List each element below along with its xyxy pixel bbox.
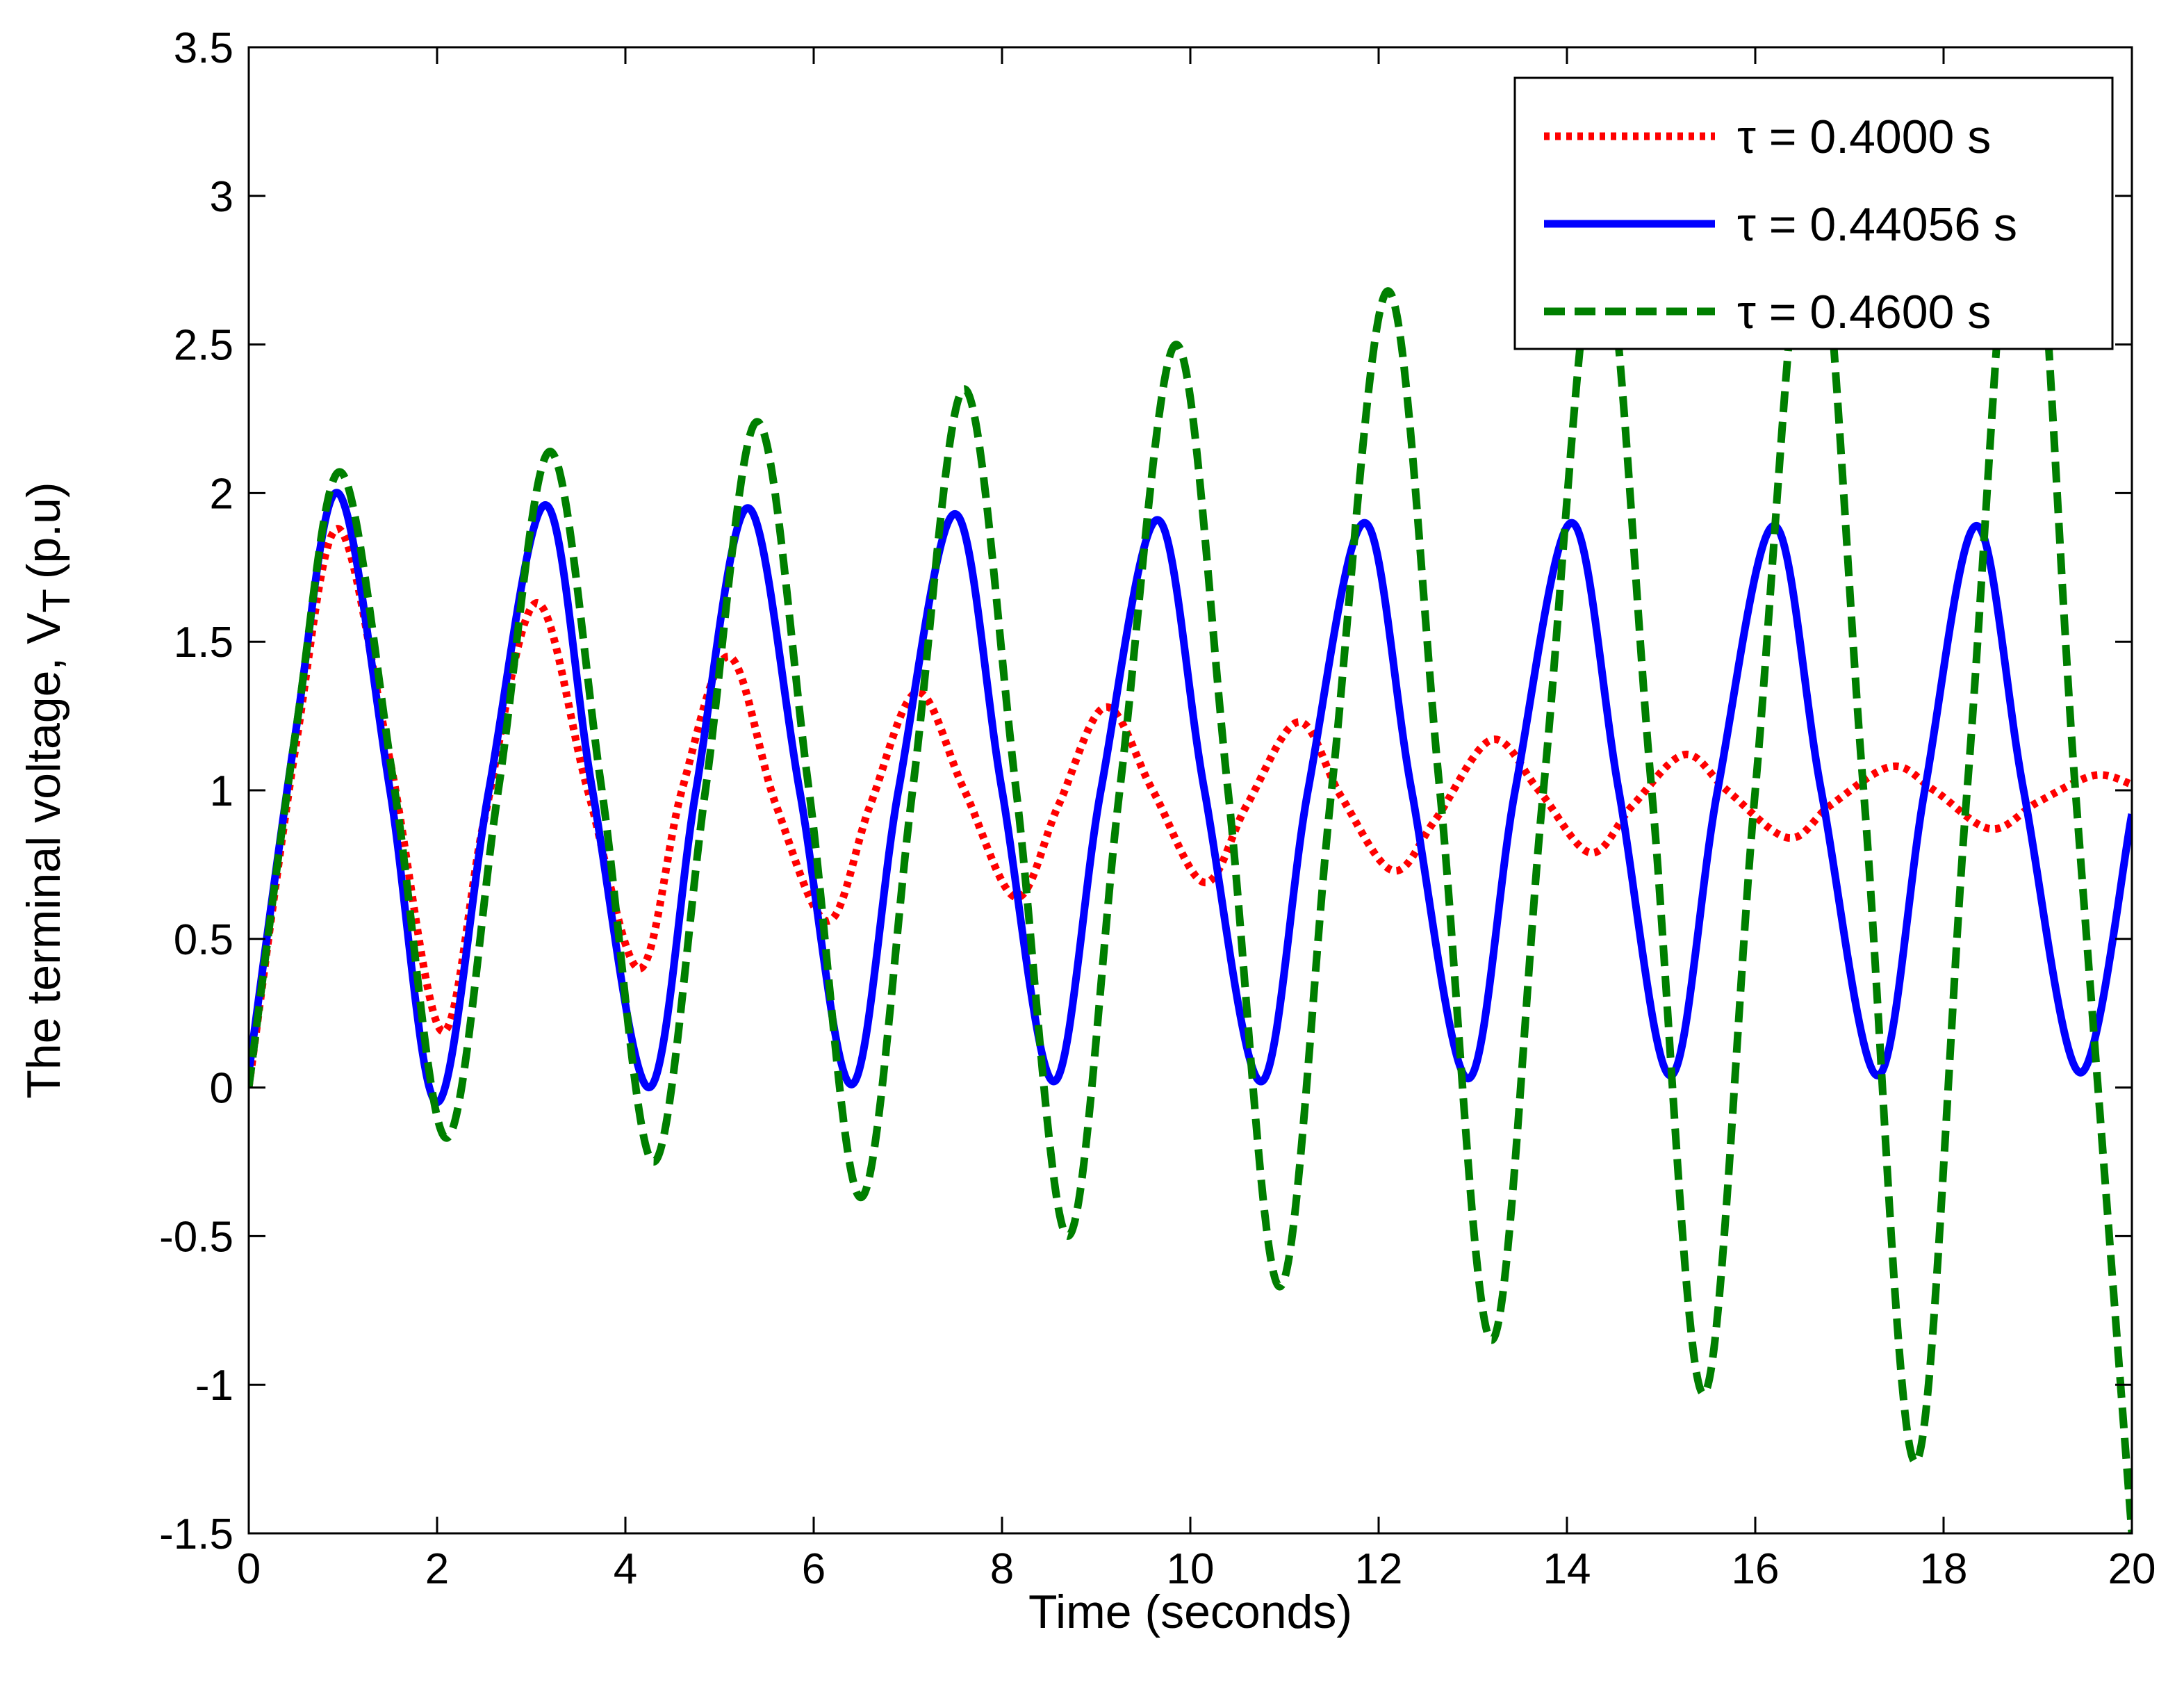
y-tick-label: 1 [210,767,233,815]
legend-box [1513,76,2114,350]
x-tick-label: 12 [1355,1545,1403,1593]
series-line-1 [249,525,2132,1088]
legend-label-1: τ = 0.4000 s [1737,111,1991,163]
series-line-2 [249,489,2132,1107]
x-tick-label: 20 [2108,1545,2156,1593]
y-tick-label: -0.5 [159,1213,233,1261]
y-tick-label: 0.5 [174,916,233,964]
x-axis-title: Time (seconds) [1028,1585,1352,1638]
y-tick-label: 2.5 [174,322,233,370]
x-tick-label: 4 [614,1545,637,1593]
x-tick-label: 8 [990,1545,1014,1593]
y-axis-title-main: The terminal voltage, V [17,612,70,1099]
legend-entries: τ = 0.4000 s τ = 0.44056 s τ = 0.4600 s [1544,111,2017,339]
y-tick-label: 3.5 [174,24,233,72]
y-tick-label: 1.5 [174,619,233,667]
y-tick-label: 0 [210,1065,233,1113]
x-tick-label: 18 [1920,1545,1968,1593]
y-axis-title-subscript: T [34,589,78,612]
x-tick-label: 0 [237,1545,261,1593]
y-tick-label: 2 [210,470,233,518]
x-tick-label: 16 [1732,1545,1780,1593]
series-line-3 [249,103,2132,1533]
legend: τ = 0.4000 s τ = 0.44056 s τ = 0.4600 s [1513,76,2114,350]
legend-label-3: τ = 0.4600 s [1737,286,1991,339]
x-tick-label: 14 [1543,1545,1591,1593]
y-tick-label: -1 [195,1362,233,1410]
series-layer [249,103,2132,1533]
y-tick-label: -1.5 [159,1510,233,1558]
x-tick-label: 2 [425,1545,449,1593]
ticks-layer: 0 2 4 6 8 10 12 14 16 18 20 -1.5 -1 -0.5 0 0.5 1 1.5 2 2.5 3… [159,24,2156,1593]
y-tick-label: 3 [210,173,233,221]
y-axis-title-unit: (p.u) [17,482,70,579]
x-tick-label: 10 [1167,1545,1215,1593]
y-axis-title: The terminal voltage, VT (p.u) [17,482,78,1098]
x-tick-label: 6 [802,1545,826,1593]
legend-label-2: τ = 0.44056 s [1737,198,2017,251]
